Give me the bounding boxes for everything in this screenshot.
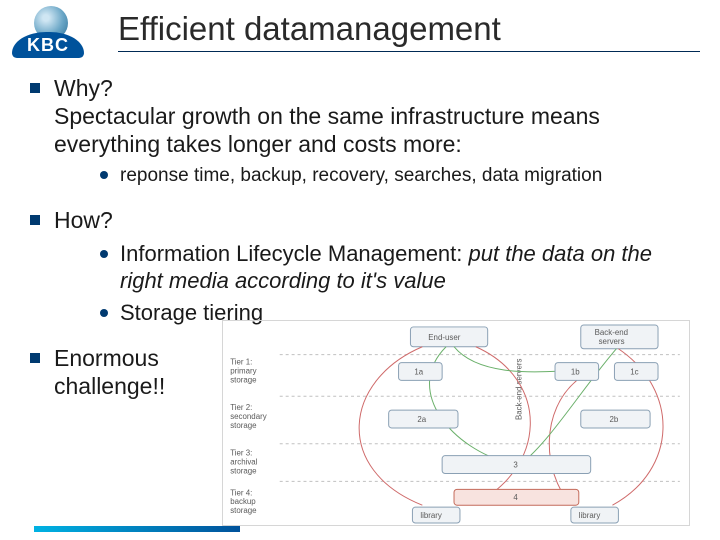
- tier-diagram-svg: Tier 1: primary storage Tier 2: secondar…: [223, 321, 689, 525]
- tier-diagram: Tier 1: primary storage Tier 2: secondar…: [222, 320, 690, 526]
- svg-text:secondary: secondary: [230, 412, 267, 421]
- kbc-logo: KBC: [12, 6, 92, 68]
- sub-why-1-text: reponse time, backup, recovery, searches…: [120, 164, 602, 188]
- sub-how-1: Information Lifecycle Management: put th…: [100, 240, 696, 295]
- svg-text:4: 4: [513, 493, 518, 502]
- svg-text:Tier 3:: Tier 3:: [230, 449, 252, 458]
- how-heading: How?: [54, 206, 113, 234]
- svg-text:Tier 2:: Tier 2:: [230, 403, 252, 412]
- dot-bullet-icon: [100, 250, 108, 258]
- square-bullet-icon: [30, 353, 40, 363]
- svg-text:servers: servers: [599, 337, 625, 346]
- svg-text:backup: backup: [230, 497, 256, 506]
- svg-text:3: 3: [513, 461, 518, 470]
- footer-accent-bar: [34, 526, 240, 532]
- why-heading: Why?: [54, 75, 113, 101]
- slide-title: Efficient datamanagement: [118, 10, 700, 52]
- challenge-text: Enormous challenge!!: [54, 344, 165, 400]
- square-bullet-icon: [30, 83, 40, 93]
- sub-how-1-text: Information Lifecycle Management: put th…: [120, 240, 696, 295]
- ilm-prefix: Information Lifecycle Management:: [120, 241, 469, 266]
- svg-text:1a: 1a: [414, 367, 423, 376]
- svg-text:2b: 2b: [609, 415, 618, 424]
- svg-text:1b: 1b: [571, 367, 580, 376]
- bullet-why-text: Why? Spectacular growth on the same infr…: [54, 74, 696, 158]
- challenge-line2: challenge!!: [54, 373, 165, 399]
- bullet-why: Why? Spectacular growth on the same infr…: [30, 74, 696, 158]
- bullet-how: How?: [30, 206, 696, 234]
- svg-text:Tier 4:: Tier 4:: [230, 488, 252, 497]
- svg-text:primary: primary: [230, 366, 256, 375]
- sub-why-1: reponse time, backup, recovery, searches…: [100, 164, 696, 188]
- svg-text:storage: storage: [230, 375, 257, 384]
- svg-text:storage: storage: [230, 506, 257, 515]
- dot-bullet-icon: [100, 171, 108, 179]
- svg-text:Tier 1:: Tier 1:: [230, 358, 252, 367]
- title-bar: Efficient datamanagement: [118, 10, 700, 52]
- logo-arc: KBC: [12, 32, 84, 58]
- svg-text:End-user: End-user: [428, 333, 460, 342]
- logo-text: KBC: [27, 35, 69, 56]
- why-body: Spectacular growth on the same infrastru…: [54, 103, 600, 157]
- svg-text:storage: storage: [230, 421, 257, 430]
- challenge-line1: Enormous: [54, 345, 159, 371]
- square-bullet-icon: [30, 215, 40, 225]
- dot-bullet-icon: [100, 309, 108, 317]
- svg-text:library: library: [579, 511, 601, 520]
- svg-text:1c: 1c: [630, 367, 638, 376]
- svg-text:library: library: [420, 511, 442, 520]
- svg-text:Back-end: Back-end: [595, 328, 628, 337]
- svg-text:2a: 2a: [417, 415, 426, 424]
- svg-text:archival: archival: [230, 458, 257, 467]
- svg-text:storage: storage: [230, 467, 257, 476]
